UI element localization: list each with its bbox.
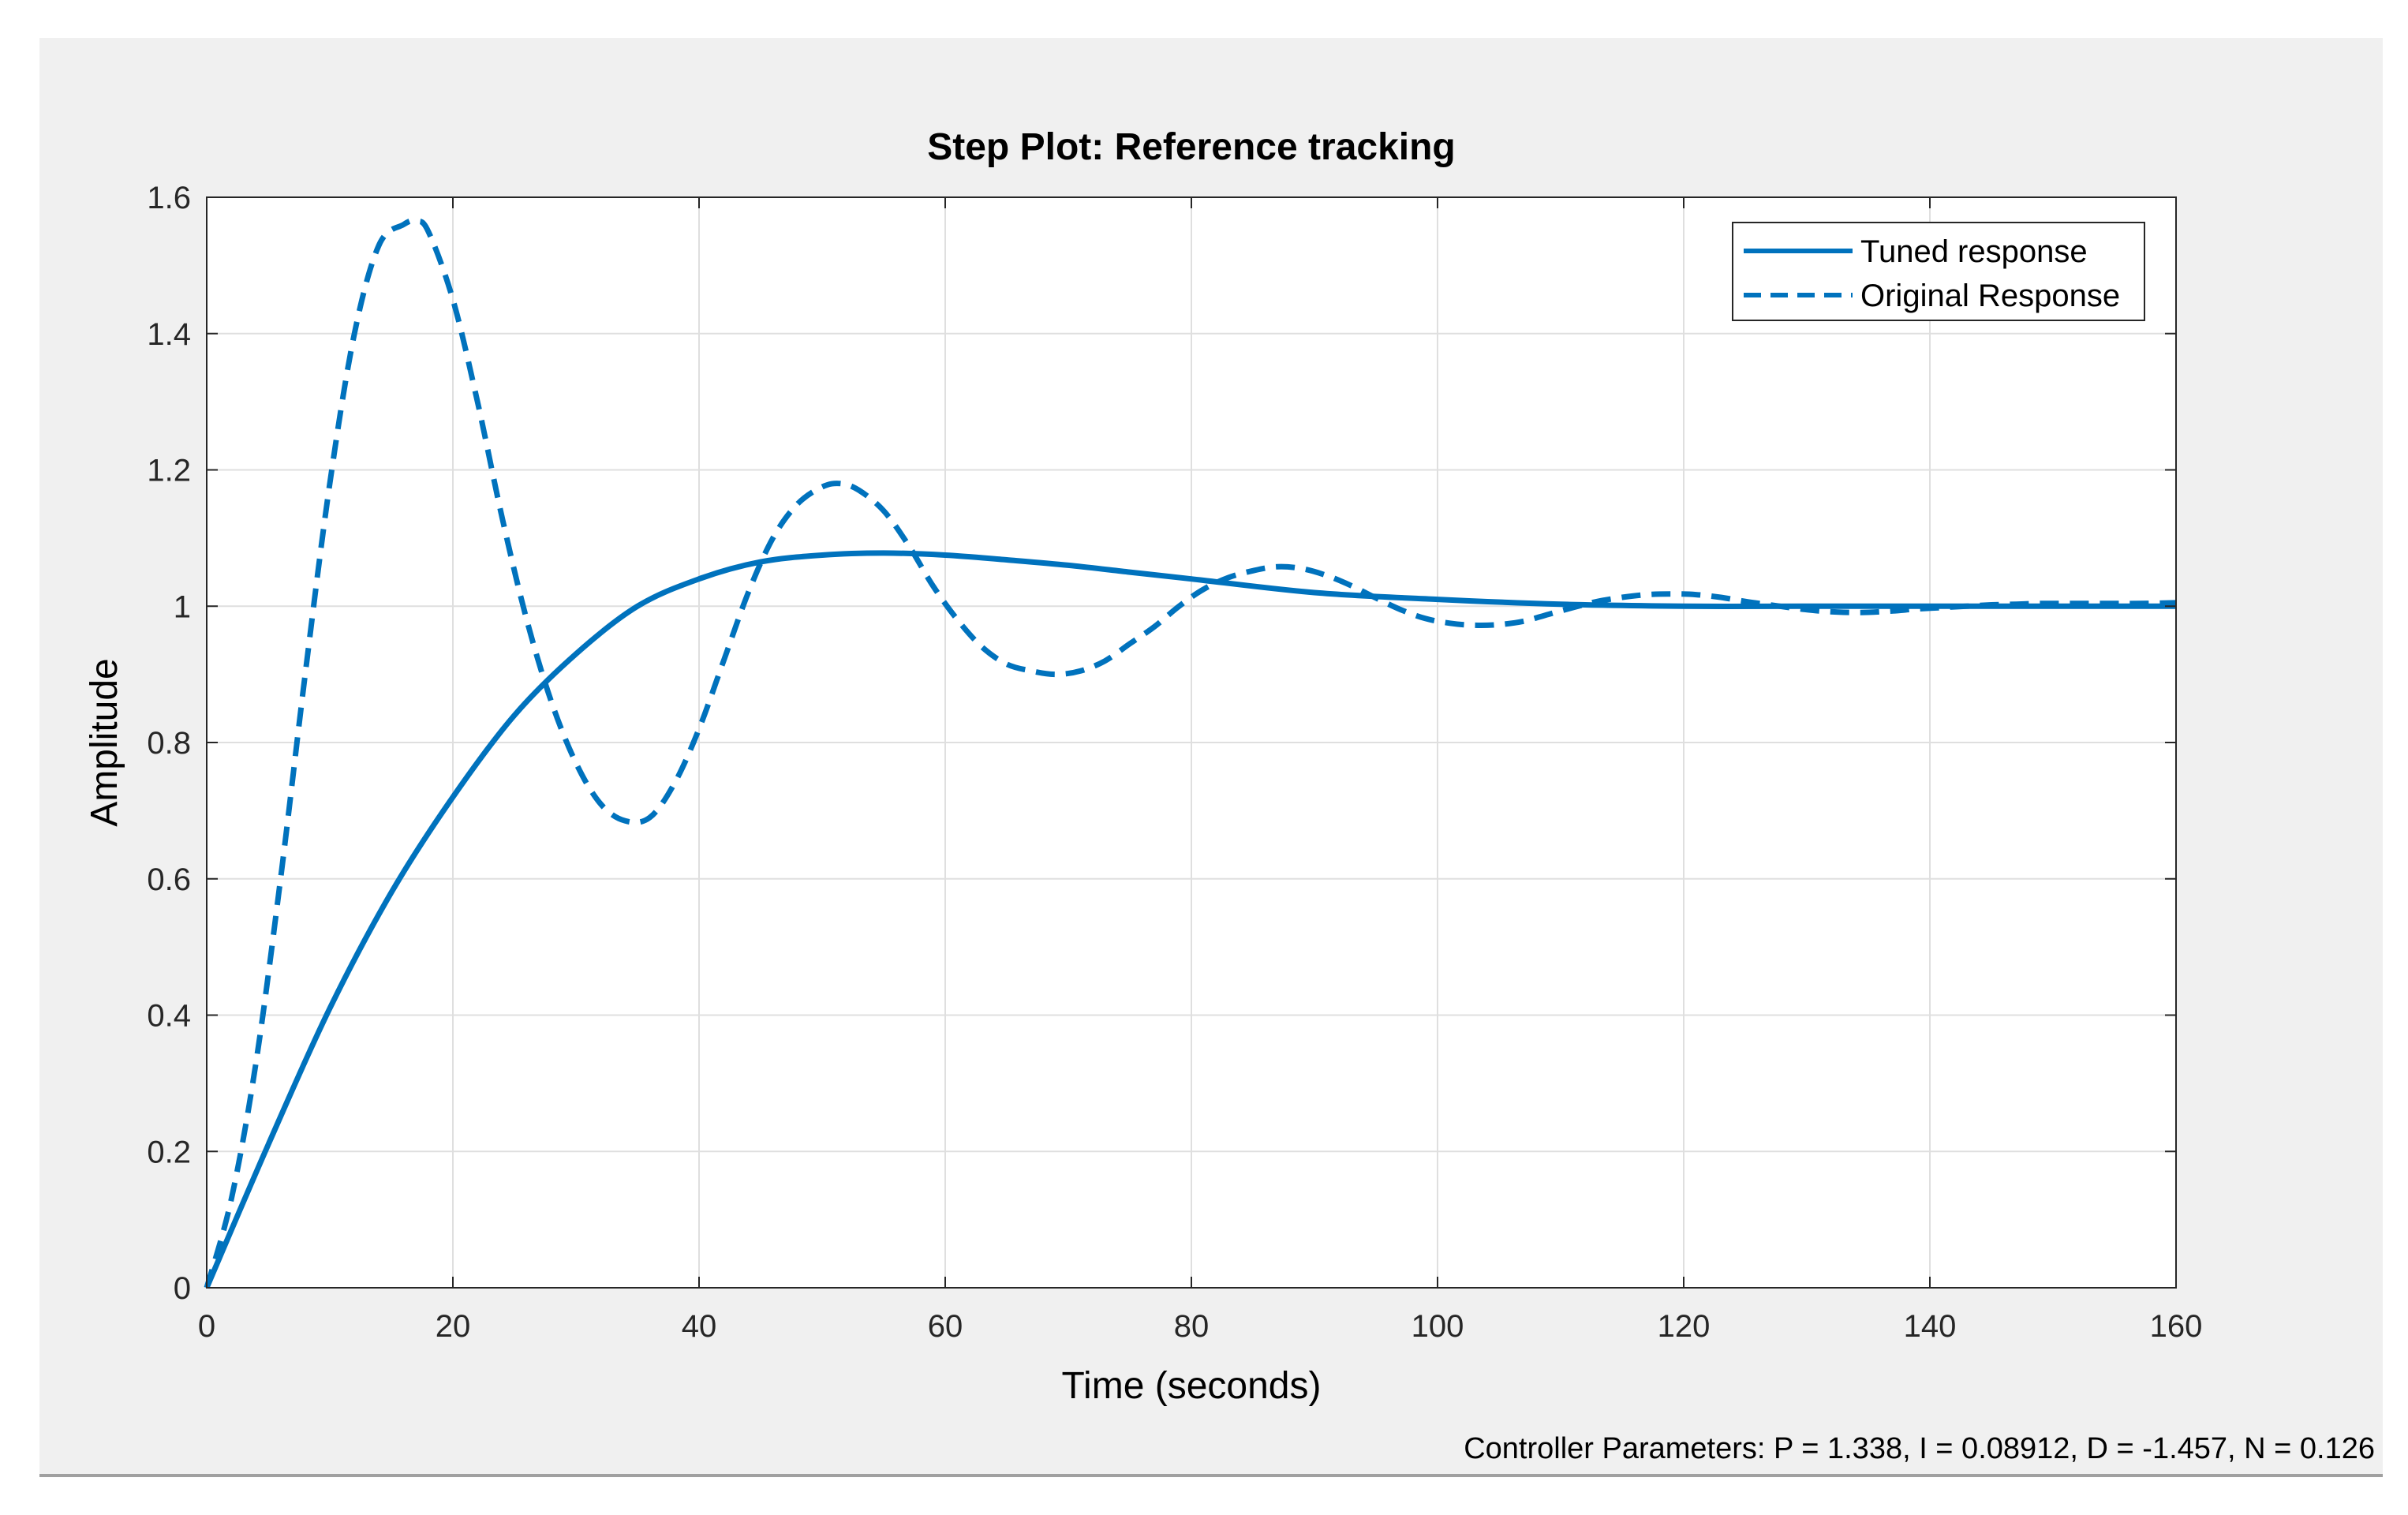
tick-labels: 0 20 40 60 80 100 120 140 160 0 0.2 0.4 0.6 0.8 1 1.2 1.… — [147, 181, 2202, 1344]
controller-parameters-text: Controller Parameters: P = 1.338, I = 0.… — [1464, 1432, 2375, 1465]
series-line-original-response — [204, 218, 2177, 1289]
x-tick-label: 0 — [198, 1309, 215, 1344]
x-tick-label: 140 — [1904, 1309, 1957, 1344]
x-tick-label: 20 — [436, 1309, 471, 1344]
series-layer — [204, 218, 2177, 1289]
x-tick-label: 120 — [1658, 1309, 1711, 1344]
grid — [206, 196, 2177, 1289]
legend-label-tuned-response: Tuned response — [1860, 234, 2088, 269]
x-tick-label: 40 — [682, 1309, 717, 1344]
legend-label-original-response: Original Response — [1860, 279, 2120, 313]
y-tick-label: 1 — [174, 589, 191, 624]
ticks — [206, 196, 2177, 1289]
y-tick-label: 1.4 — [147, 317, 191, 352]
y-tick-label: 0 — [174, 1271, 191, 1306]
x-tick-label: 60 — [928, 1309, 963, 1344]
chart-title: Step Plot: Reference tracking — [927, 126, 1456, 168]
x-axis-label: Time (seconds) — [1062, 1365, 1322, 1407]
y-axis-label: Amplitude — [84, 658, 125, 826]
y-tick-label: 1.2 — [147, 454, 191, 488]
y-tick-label: 0.2 — [147, 1135, 191, 1169]
y-tick-label: 0.6 — [147, 862, 191, 897]
x-tick-label: 80 — [1174, 1309, 1210, 1344]
series-line-tuned-response — [204, 550, 2176, 1289]
legend: Tuned response Original Response — [1732, 222, 2145, 321]
x-tick-label: 100 — [1412, 1309, 1464, 1344]
x-tick-label: 160 — [2150, 1309, 2203, 1344]
y-tick-label: 0.4 — [147, 999, 191, 1034]
legend-box — [1732, 222, 2145, 321]
y-tick-label: 0.8 — [147, 726, 191, 761]
y-tick-label: 1.6 — [147, 181, 191, 215]
window-bottom-border — [39, 1474, 2383, 1477]
